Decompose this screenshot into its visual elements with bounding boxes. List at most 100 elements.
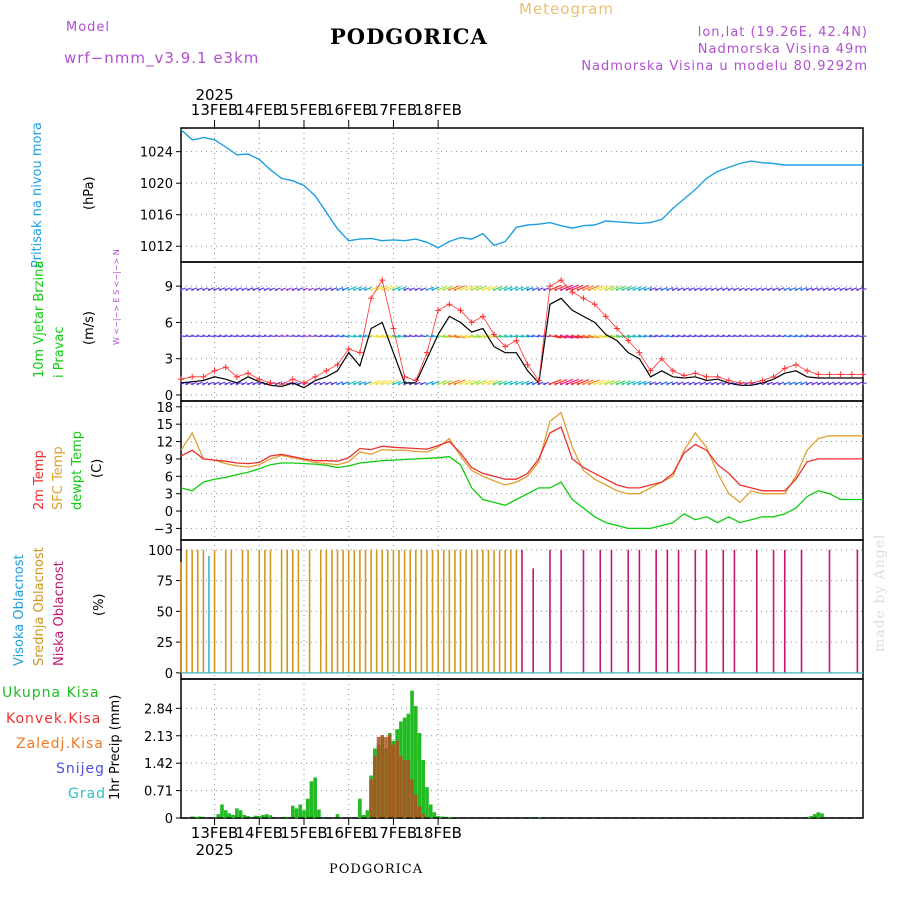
precip-bar-total — [298, 804, 303, 818]
wind-barb-dot — [408, 288, 412, 291]
precip-bar-total — [223, 810, 228, 818]
wind-barb-dot — [621, 288, 624, 291]
wind-barb-dot — [258, 288, 261, 291]
wind-barb-dot — [325, 382, 328, 386]
wind-barb-dot — [811, 288, 814, 291]
gust-marker — [222, 364, 229, 371]
gust-marker — [681, 372, 688, 379]
wind-barb-dot — [576, 334, 580, 337]
wind-barb-dot — [794, 382, 798, 386]
wind-barb-dot — [476, 334, 479, 337]
wind-barb-dot — [425, 288, 429, 291]
wind-barb-dot — [509, 288, 513, 291]
wind-barb-dot — [845, 334, 848, 337]
wind-barb-dot — [313, 288, 317, 291]
gust-marker — [423, 349, 430, 356]
wind-barb-dot — [179, 334, 183, 337]
precip-bar-total — [238, 810, 243, 818]
gust-marker — [591, 301, 598, 308]
legend-total: Ukupna Kisa — [2, 685, 100, 701]
y-tick-label: 1012 — [140, 240, 173, 255]
wind-barb — [505, 335, 513, 338]
wind-barb-dot — [414, 334, 417, 337]
wind-barb — [616, 285, 626, 291]
wind-barb-dot — [448, 288, 451, 291]
gust-marker — [546, 283, 553, 290]
wind-barb-dot — [861, 334, 865, 337]
y-tick-label: 3 — [165, 353, 173, 368]
bottom-year-label: 2025 — [195, 841, 233, 859]
wind-barb-dot — [246, 382, 250, 386]
gust-marker — [535, 377, 542, 384]
gust-marker — [748, 379, 755, 386]
wind-barb — [516, 335, 524, 338]
gust-marker — [178, 376, 184, 383]
wind-barb — [510, 286, 519, 291]
y-tick-label: 3 — [165, 488, 173, 503]
gust-marker — [770, 373, 777, 380]
wind-barb-dot — [358, 288, 362, 291]
wind-barb-dot — [280, 288, 283, 291]
wind-barb-dot — [218, 288, 222, 291]
wind-barb-dot — [615, 382, 619, 386]
wind-barb — [348, 286, 357, 291]
wind-barb — [443, 380, 453, 385]
wind-barb-dot — [722, 288, 725, 291]
wind-barb-dot — [817, 382, 820, 386]
gust-marker — [189, 373, 196, 380]
gust-marker — [278, 381, 285, 388]
wind-barb-dot — [744, 382, 747, 386]
wind-barb — [354, 335, 362, 338]
wind-barb-dot — [498, 334, 501, 337]
wind-barb-dot — [660, 382, 663, 386]
wind-barb — [628, 335, 636, 338]
wind-barb — [376, 379, 387, 385]
top-x-label: 18FEB — [414, 101, 461, 119]
wind-barb-dot — [464, 382, 468, 386]
model-name: wrf−nmm_v3.9.1 e3km — [64, 49, 260, 67]
wind-barb — [370, 335, 381, 339]
precip-bar-total — [302, 810, 306, 818]
wind-barb-dot — [850, 334, 854, 337]
wind-barb — [600, 285, 611, 291]
wind-barb-dot — [498, 288, 501, 291]
gust-marker — [233, 373, 240, 380]
wind-barb-dot — [817, 334, 820, 337]
panel-precip — [176, 678, 864, 819]
gust-marker — [211, 367, 218, 374]
wind-barb-dot — [845, 382, 848, 386]
wind-barb-dot — [621, 382, 624, 386]
page-title: PODGORICA — [330, 24, 488, 49]
wind-barb-dot — [677, 288, 680, 291]
wind-barb-dot — [783, 382, 786, 386]
wind-barb-dot — [319, 382, 322, 386]
top-x-label: 17FEB — [370, 101, 417, 119]
wind-barb-dot — [364, 382, 367, 386]
wind-barb-dot — [481, 288, 485, 291]
wind-barb-dot — [722, 334, 725, 337]
meteogram-label: Meteogram — [519, 0, 614, 18]
gust-marker — [390, 325, 397, 332]
wind-barb — [376, 335, 387, 339]
wind-barb-dot — [453, 288, 457, 291]
wind-barb-dot — [682, 288, 686, 291]
wind-barb — [454, 285, 466, 291]
wind-barb-dot — [520, 382, 524, 386]
wind-barb-dot — [805, 382, 809, 386]
y-tick-label: 0 — [165, 389, 173, 404]
top-x-label: 15FEB — [280, 101, 327, 119]
wind-barb-dot — [649, 382, 652, 386]
wind-barb — [588, 379, 600, 385]
wind-barb-dot — [230, 382, 233, 386]
wind-barb-dot — [408, 334, 412, 337]
wind-barb-dot — [599, 334, 602, 337]
elevation-label: Nadmorska Visina 49m — [697, 42, 868, 57]
wind-barb-dot — [537, 288, 540, 291]
wind-barb-dot — [213, 334, 216, 337]
wind-barb-dot — [548, 382, 552, 386]
wind-barb-dot — [733, 288, 736, 291]
wind-barb — [594, 285, 605, 291]
wind-barb — [566, 378, 579, 385]
wind-barb-dot — [694, 382, 697, 386]
y-tick-label: 9 — [165, 453, 173, 468]
